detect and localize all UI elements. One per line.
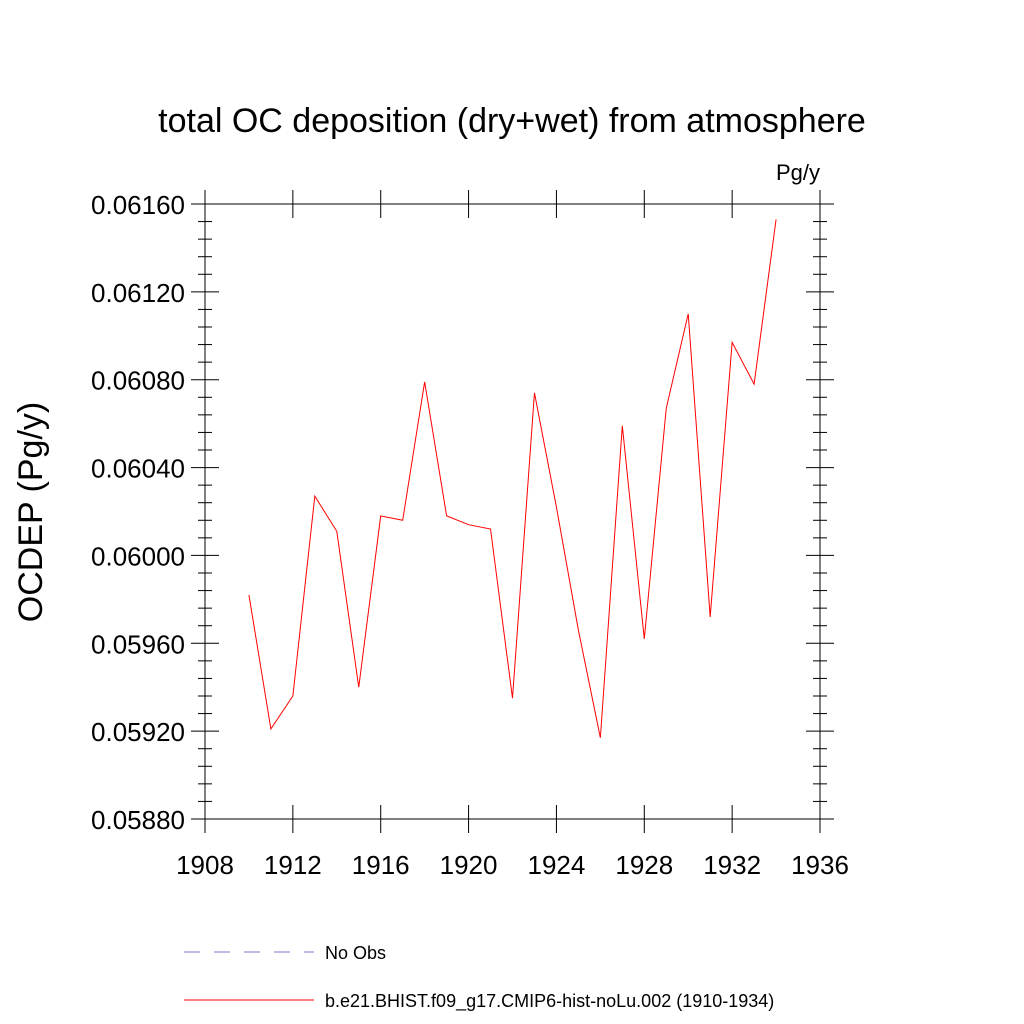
y-tick-label: 0.06160 bbox=[91, 190, 185, 220]
y-tick-label: 0.06080 bbox=[91, 366, 185, 396]
x-tick-label: 1912 bbox=[264, 850, 322, 880]
y-tick-label: 0.05880 bbox=[91, 805, 185, 835]
x-tick-label: 1936 bbox=[791, 850, 849, 880]
plot-frame bbox=[204, 203, 821, 820]
x-tick-label: 1920 bbox=[440, 850, 498, 880]
x-tick-label: 1932 bbox=[703, 850, 761, 880]
y-tick-label: 0.05960 bbox=[91, 629, 185, 659]
y-tick-label: 0.06000 bbox=[91, 541, 185, 571]
legend-label: No Obs bbox=[325, 943, 386, 963]
x-tick-labels: 1908 1912 1916 1920 1924 1928 1932 1936 bbox=[176, 850, 849, 880]
units-label: Pg/y bbox=[776, 160, 820, 185]
axis-ticks bbox=[191, 190, 834, 833]
y-tick-label: 0.06040 bbox=[91, 454, 185, 484]
chart-title: total OC deposition (dry+wet) from atmos… bbox=[158, 102, 866, 140]
y-axis-label: OCDEP (Pg/y) bbox=[12, 402, 50, 622]
y-tick-labels: 0.05880 0.05920 0.05960 0.06000 0.06040 0.060… bbox=[91, 190, 185, 835]
x-tick-label: 1928 bbox=[615, 850, 673, 880]
series-layer bbox=[248, 219, 777, 738]
x-tick-label: 1908 bbox=[176, 850, 234, 880]
y-tick-label: 0.05920 bbox=[91, 717, 185, 747]
x-tick-label: 1924 bbox=[528, 850, 586, 880]
x-tick-label: 1916 bbox=[352, 850, 410, 880]
legend-label: b.e21.BHIST.f09_g17.CMIP6-hist-noLu.002 … bbox=[325, 991, 774, 1012]
y-tick-label: 0.06120 bbox=[91, 278, 185, 308]
series-line bbox=[248, 219, 777, 738]
legend: No Obs b.e21.BHIST.f09_g17.CMIP6-hist-noL… bbox=[184, 943, 774, 1012]
